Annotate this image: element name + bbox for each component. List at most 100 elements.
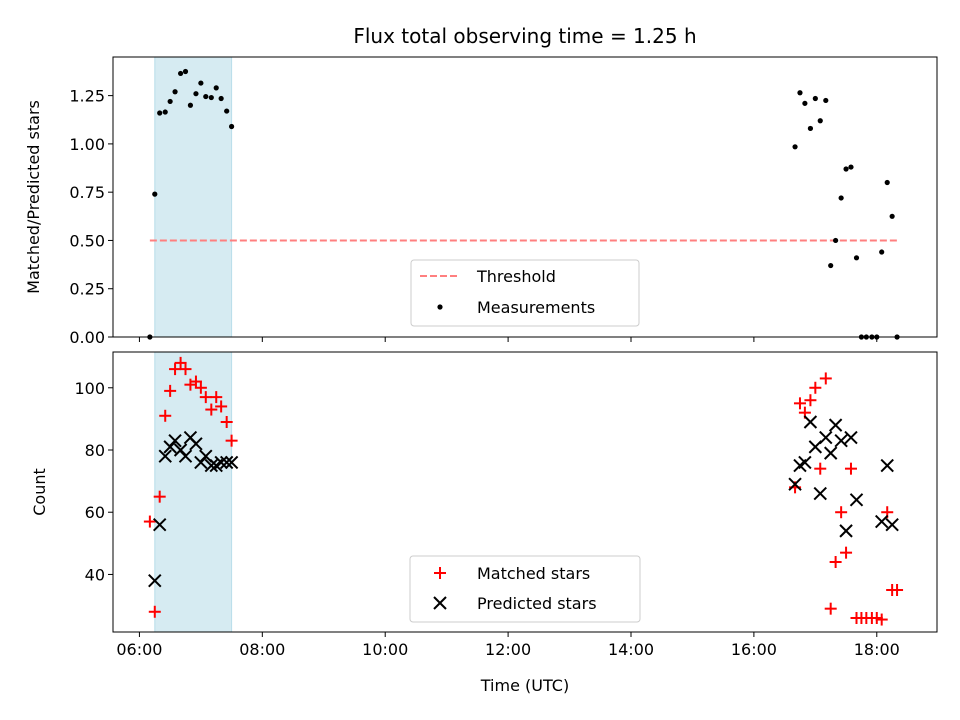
matched-star-point [835,506,848,519]
matched-star-point [215,400,228,413]
predicted-star-point [204,458,219,473]
predicted-star-point [788,477,802,491]
measurement-point [198,80,204,86]
measurement-point [817,118,823,124]
predicted-star-point [798,455,812,470]
matched-star-point [205,403,218,416]
y-tick-label: 1.00 [69,135,105,154]
matched-star-point [220,416,233,428]
legend-threshold-label: Threshold [476,267,556,286]
measurement-point [884,179,890,186]
y-tick-label: 0.00 [69,328,105,347]
bottom-legend-box [409,555,641,623]
predicted-star-point [823,446,838,460]
y-tick-label: 60 [85,503,105,522]
y-tick-label: 0.50 [69,231,105,250]
matched-star-point [819,372,832,385]
matched-star-point [814,462,827,475]
top-panel: Flux total observing time = 1.25 h 0.00 0… [24,24,938,347]
matched-star-point [809,381,822,394]
bottom-x-ticks: 06:00 08:00 10:00 12:00 14:00 16:00 18:00 [116,632,900,659]
predicted-star-point [158,449,172,463]
top-legend: Threshold Measurements [410,259,640,327]
predicted-star-point [885,517,899,532]
matched-star-point [179,363,192,376]
legend-measurements-swatch [437,304,443,310]
top-y-ticks: 0.00 0.25 0.50 0.75 1.00 1.25 [69,87,113,347]
measurement-point [833,237,839,244]
measurement-point [802,100,808,106]
matched-star-point [844,462,857,475]
legend-measurements-label: Measurements [477,298,595,317]
matched-star-point [824,602,837,615]
x-tick-label: 18:00 [854,640,900,659]
matched-star-point [875,613,888,626]
predicted-star-point [844,430,858,445]
predicted-star-point [849,493,864,507]
matched-star-point [153,490,166,503]
matched-star-point [804,394,817,407]
measurement-point [152,191,158,197]
matched-star-point [169,363,182,376]
measurement-point [889,213,895,219]
matched-star-point [164,384,177,397]
highlight-span-rect [154,351,233,633]
legend-matched-label: Matched stars [477,564,590,583]
x-tick-label: 14:00 [608,640,654,659]
bottom-axes-frame [112,351,938,633]
measurement-point [193,91,199,97]
matched-star-point [225,434,238,447]
x-tick-label: 06:00 [116,640,162,659]
y-tick-label: 0.75 [69,183,105,202]
chart-title: Flux total observing time = 1.25 h [353,24,696,48]
top-x-ticks [138,337,878,342]
highlight-span [154,351,233,633]
y-tick-label: 80 [85,441,105,460]
predicted-star-point [189,437,203,451]
measurement-point [853,255,860,261]
measurement-point [228,123,235,130]
predicted-star-point [880,458,894,473]
x-axis-label: Time (UTC) [480,676,569,695]
matched-star-point [174,356,187,369]
measurement-point [167,98,173,105]
measurement-point [162,109,168,115]
predicted-star-point [168,433,182,448]
measurement-point [843,166,849,172]
predicted-star-point [214,455,228,470]
measurement-point [182,68,189,75]
matched-star-point [189,375,202,388]
y-tick-label: 100 [74,379,105,398]
measurement-point [224,108,230,114]
predicted-star-point [219,455,234,470]
top-y-axis-label: Matched/Predicted stars [24,100,43,294]
matched-star-point [148,605,161,618]
predicted-star-point [819,430,833,445]
matched-star-point [891,584,904,596]
matched-star-point [829,556,842,568]
measurement-point [828,262,834,269]
y-tick-label: 1.25 [69,87,105,106]
measurement-point [177,70,184,77]
predicted-star-point [874,514,889,529]
matched-star-point [793,397,806,410]
measurement-point [218,95,224,102]
measurement-point [797,90,803,96]
measurement-point [172,89,178,95]
legend-predicted-swatch [433,596,447,610]
predicted-star-point [839,524,853,538]
y-tick-label: 40 [85,565,105,584]
measurement-point [187,102,194,108]
legend-matched-swatch [434,567,446,579]
predicted-star-point [803,415,818,429]
count-points [143,356,904,626]
top-axes-frame [112,56,938,338]
x-tick-label: 08:00 [239,640,285,659]
predicted-star-point [813,486,827,501]
x-tick-label: 10:00 [362,640,408,659]
measurement-points [147,68,900,340]
matched-star-point [159,409,172,422]
measurement-point [203,93,209,100]
top-legend-box [410,259,640,327]
